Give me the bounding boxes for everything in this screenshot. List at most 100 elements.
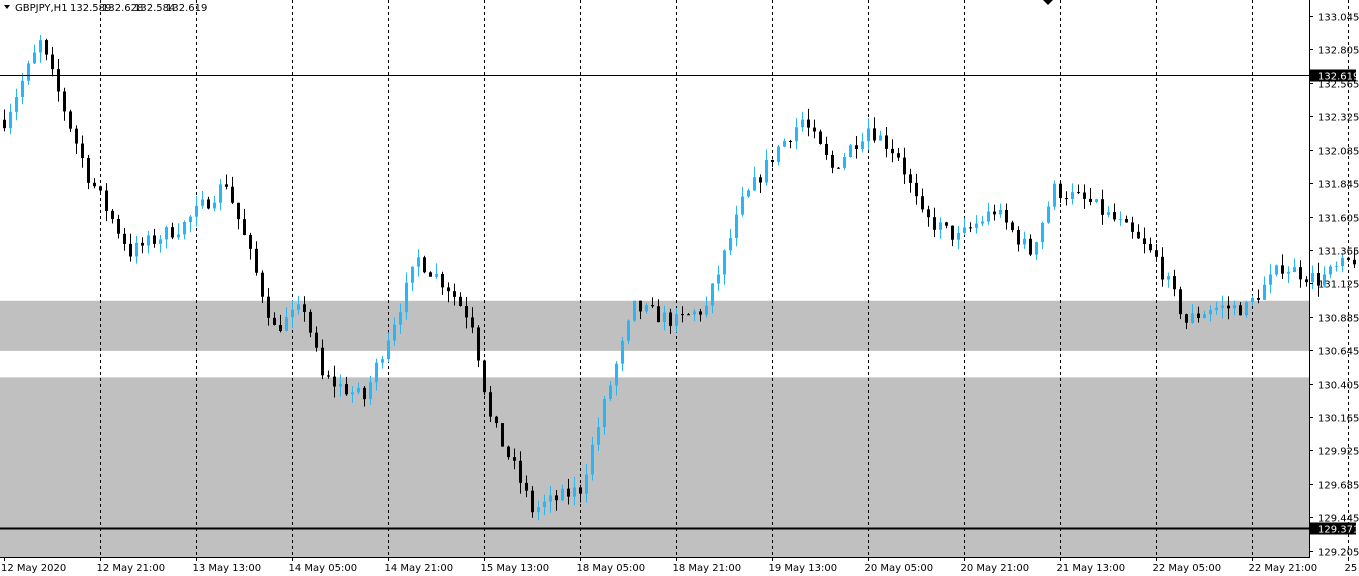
- candle-body: [783, 140, 786, 147]
- candle-body: [1005, 209, 1008, 223]
- candle-body: [183, 221, 186, 235]
- candle-body: [885, 135, 888, 149]
- candle-body: [1305, 279, 1308, 283]
- candle-body: [27, 63, 30, 81]
- candle-body: [147, 235, 150, 246]
- candle-body: [741, 196, 744, 215]
- symbol-label: GBPJPY,H1: [15, 3, 68, 14]
- candle-body: [1017, 229, 1020, 245]
- candle-body: [495, 416, 498, 424]
- candle-body: [1197, 313, 1200, 318]
- candle-body: [519, 460, 522, 483]
- y-tick-label: 130.405: [1318, 381, 1359, 392]
- candle-body: [573, 487, 576, 497]
- candle-body: [1041, 222, 1044, 243]
- candle-body: [279, 325, 282, 331]
- candle-body: [483, 360, 486, 393]
- candle-body: [1137, 231, 1140, 239]
- candle-body: [1119, 218, 1122, 220]
- candle-body: [351, 392, 354, 395]
- vertical-grid: [100, 0, 1349, 557]
- candle-body: [501, 423, 504, 447]
- candle-body: [459, 296, 462, 306]
- chart-shift-marker-icon[interactable]: [1043, 0, 1053, 5]
- y-tick-label: 129.685: [1318, 481, 1359, 492]
- candles: [3, 34, 1356, 521]
- candle-body: [1089, 198, 1092, 202]
- candle-body: [699, 311, 702, 315]
- candle-body: [777, 146, 780, 162]
- candle-body: [1113, 212, 1116, 220]
- y-tick-label: 132.085: [1318, 147, 1359, 158]
- candle-body: [123, 233, 126, 244]
- candle-body: [1071, 192, 1074, 200]
- candle-body: [261, 272, 264, 297]
- candle-body: [909, 174, 912, 183]
- candle-body: [1059, 183, 1062, 199]
- candle-body: [591, 444, 594, 475]
- candle-body: [417, 257, 420, 267]
- candle-body: [405, 282, 408, 313]
- candle-body: [969, 227, 972, 229]
- candle-body: [849, 145, 852, 158]
- candle-body: [795, 127, 798, 142]
- candle-body: [1221, 305, 1224, 308]
- candle-body: [759, 177, 762, 183]
- x-tick-label: 18 May 05:00: [577, 563, 646, 574]
- candle-body: [957, 232, 960, 240]
- candle-body: [585, 474, 588, 494]
- candle-body: [507, 446, 510, 458]
- candle-body: [465, 305, 468, 318]
- dropdown-triangle-icon[interactable]: [4, 5, 10, 9]
- candle-body: [57, 69, 60, 92]
- y-tick-label: 130.885: [1318, 314, 1359, 325]
- candle-body: [1101, 199, 1104, 215]
- candle-body: [663, 312, 666, 323]
- candle-body: [927, 209, 930, 218]
- chart-header: GBPJPY,H1 132.589 132.628 132.584 132.61…: [4, 3, 207, 14]
- candle-body: [843, 157, 846, 168]
- candle-body: [297, 304, 300, 310]
- candle-body: [1287, 272, 1290, 274]
- candle-body: [819, 131, 822, 144]
- candle-body: [945, 222, 948, 226]
- candle-body: [1209, 309, 1212, 315]
- candle-body: [1323, 274, 1326, 286]
- candle-body: [273, 317, 276, 326]
- candle-body: [603, 398, 606, 428]
- candle-body: [975, 223, 978, 228]
- candle-body: [729, 238, 732, 251]
- candle-body: [837, 167, 840, 169]
- x-tick-label: 19 May 13:00: [769, 563, 838, 574]
- candle-body: [39, 40, 42, 53]
- candle-body: [657, 306, 660, 323]
- candle-body: [771, 159, 774, 162]
- price-tag-bg: [1310, 522, 1356, 535]
- price-tag-bg: [1310, 69, 1356, 82]
- candle-body: [381, 359, 384, 363]
- candle-body: [681, 314, 684, 316]
- candle-body: [177, 234, 180, 238]
- x-tick-label: 12 May 21:00: [97, 563, 166, 574]
- candle-body: [345, 384, 348, 395]
- candle-body: [1317, 273, 1320, 286]
- candle-body: [327, 375, 330, 377]
- candle-body: [399, 312, 402, 325]
- candle-body: [93, 182, 96, 187]
- candle-body: [21, 80, 24, 98]
- candle-body: [369, 382, 372, 400]
- candle-body: [831, 154, 834, 168]
- candle-body: [453, 291, 456, 297]
- candle-body: [669, 312, 672, 326]
- open-value: 132.589: [70, 3, 111, 14]
- candle-body: [255, 248, 258, 273]
- zones: [0, 300, 1309, 557]
- candle-body: [747, 190, 750, 197]
- candle-body: [45, 40, 48, 55]
- candle-body: [237, 202, 240, 220]
- x-tick-label: 25 May 13:00: [1345, 563, 1359, 574]
- candle-body: [441, 273, 444, 288]
- candle-body: [63, 91, 66, 112]
- candle-body: [753, 177, 756, 191]
